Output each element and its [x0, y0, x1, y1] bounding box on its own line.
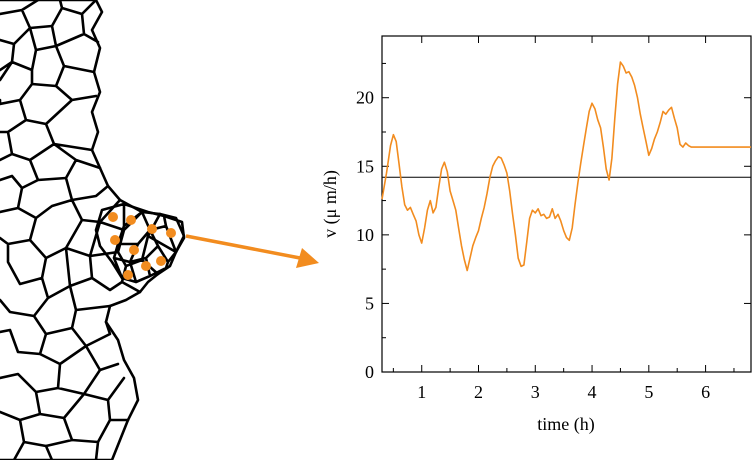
arrow-shaft [185, 234, 301, 260]
cell-edges [0, 0, 178, 460]
line-chart: 0 5 10 15 20 1 2 3 4 5 6 time (h) v (μ m/h) [320, 35, 752, 435]
cell-dot [129, 245, 139, 255]
y-tick-label: 20 [356, 88, 374, 108]
x-tick-label: 2 [474, 382, 483, 402]
cell-dot [126, 215, 136, 225]
plot-frame [381, 35, 752, 373]
cell-dot [147, 224, 157, 234]
cell-dot [123, 270, 133, 280]
tissue-cell-network [0, 0, 186, 460]
cell-dot [110, 235, 120, 245]
x-tick-label: 6 [701, 382, 710, 402]
x-axis: 1 2 3 4 5 6 [392, 36, 735, 402]
arrow-head [296, 248, 319, 268]
cell-dot [156, 256, 166, 266]
y-axis-label: v (μ m/h) [320, 170, 341, 238]
tracked-cell-dots [108, 212, 176, 280]
cell-dot [166, 228, 176, 238]
x-tick-label: 4 [588, 382, 597, 402]
x-tick-label: 5 [644, 382, 653, 402]
x-tick-label: 3 [531, 382, 540, 402]
x-axis-label: time (h) [537, 414, 594, 435]
y-tick-label: 10 [356, 225, 374, 245]
y-axis: 0 5 10 15 20 [356, 62, 751, 382]
y-tick-label: 15 [356, 156, 374, 176]
series-line-velocity [381, 61, 751, 272]
cell-dot [141, 261, 151, 271]
y-tick-label: 5 [365, 293, 374, 313]
x-tick-label: 1 [417, 382, 426, 402]
y-tick-label: 0 [365, 362, 374, 382]
arrow [185, 234, 319, 268]
cell-dot [108, 212, 118, 222]
